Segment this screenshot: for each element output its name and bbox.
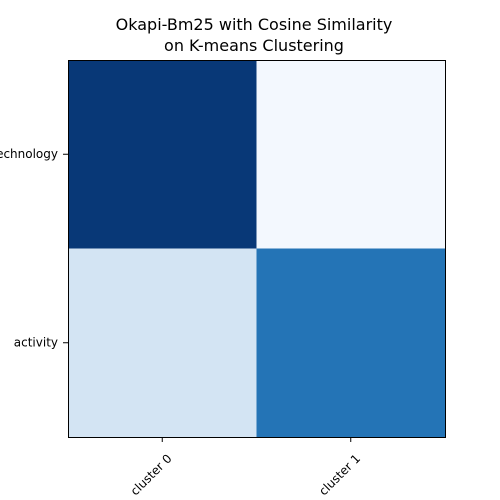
chart-title-line-2: on K-means Clustering xyxy=(164,36,344,55)
heatmap-cell-r0-c1 xyxy=(257,60,446,249)
chart-title-line-1: Okapi-Bm25 with Cosine Similarity xyxy=(116,15,393,34)
heatmap-cell-r1-c0 xyxy=(68,249,257,438)
x-tick-label: cluster 1 xyxy=(316,451,363,498)
heatmap-cell-r0-c0 xyxy=(68,60,257,249)
x-tick-label: cluster 0 xyxy=(128,451,175,498)
y-axis: technology activity xyxy=(0,147,68,350)
heatmap-cells xyxy=(68,60,446,438)
heatmap-cell-r1-c1 xyxy=(257,249,446,438)
y-tick-label: technology xyxy=(0,147,58,161)
y-tick-label: activity xyxy=(14,335,58,349)
x-axis: cluster 0 cluster 1 xyxy=(128,437,363,498)
